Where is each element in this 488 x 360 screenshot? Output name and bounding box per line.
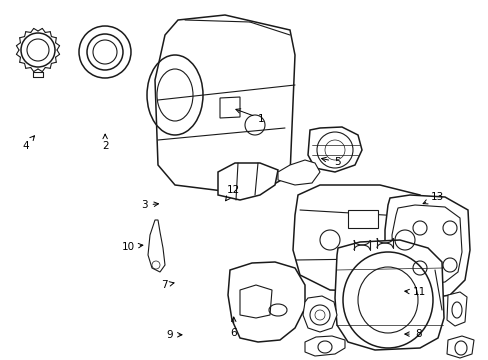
Polygon shape: [446, 336, 473, 358]
Polygon shape: [391, 205, 461, 285]
Polygon shape: [334, 240, 443, 350]
Polygon shape: [278, 160, 319, 185]
Polygon shape: [220, 97, 240, 118]
Text: 4: 4: [22, 136, 35, 151]
Text: 9: 9: [166, 330, 182, 340]
Text: 7: 7: [161, 280, 174, 290]
Text: 6: 6: [230, 317, 237, 338]
Polygon shape: [384, 195, 469, 300]
Polygon shape: [305, 336, 345, 356]
Text: 8: 8: [404, 329, 421, 339]
Polygon shape: [307, 127, 361, 172]
Text: 12: 12: [225, 185, 240, 201]
Text: 1: 1: [235, 109, 264, 124]
Polygon shape: [292, 185, 439, 292]
Text: 10: 10: [122, 242, 142, 252]
Text: 2: 2: [102, 134, 108, 151]
Text: 13: 13: [422, 192, 444, 204]
Polygon shape: [218, 163, 278, 200]
Polygon shape: [446, 292, 466, 326]
Polygon shape: [155, 15, 294, 195]
Polygon shape: [227, 262, 305, 342]
Polygon shape: [303, 296, 336, 332]
Polygon shape: [240, 285, 271, 318]
Polygon shape: [347, 210, 377, 228]
Text: 5: 5: [321, 157, 340, 167]
Text: 11: 11: [404, 287, 426, 297]
Polygon shape: [148, 220, 164, 272]
Text: 3: 3: [141, 200, 158, 210]
